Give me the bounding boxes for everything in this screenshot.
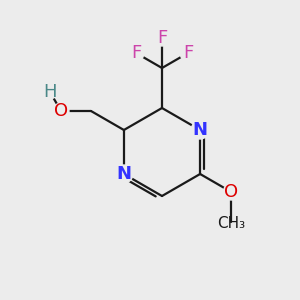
Text: O: O (224, 183, 238, 201)
Text: F: F (183, 44, 193, 62)
Circle shape (180, 45, 196, 61)
Text: F: F (157, 29, 167, 47)
Circle shape (191, 121, 209, 139)
Text: N: N (116, 165, 131, 183)
Circle shape (53, 103, 69, 119)
Circle shape (154, 30, 170, 46)
Text: N: N (193, 121, 208, 139)
Text: O: O (54, 102, 68, 120)
Text: CH₃: CH₃ (217, 217, 245, 232)
Circle shape (43, 85, 57, 99)
Text: H: H (43, 83, 57, 101)
Circle shape (115, 165, 133, 183)
Circle shape (223, 184, 239, 200)
Text: F: F (131, 44, 141, 62)
Circle shape (128, 45, 144, 61)
